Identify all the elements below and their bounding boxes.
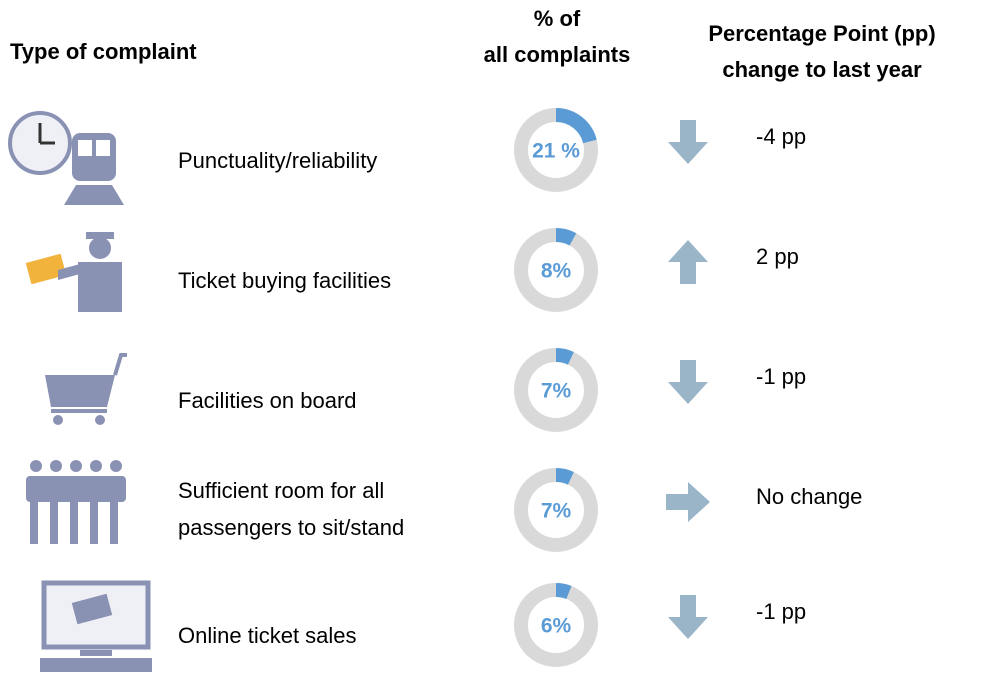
- donut-share: [514, 583, 598, 667]
- complaint-label: Ticket buying facilities: [178, 268, 391, 293]
- complaint-label: Facilities on board: [178, 388, 357, 413]
- change-label: No change: [756, 484, 862, 509]
- icon-computer: [40, 580, 152, 672]
- icon-cart: [45, 353, 127, 425]
- header-share: all complaints: [484, 42, 631, 67]
- icon-train: [8, 111, 124, 205]
- complaint-label: passengers to sit/stand: [178, 515, 404, 540]
- header-share: % of: [534, 6, 581, 31]
- header-change: Percentage Point (pp): [708, 21, 935, 46]
- share-label: 7%: [541, 380, 572, 403]
- complaint-label: Punctuality/reliability: [178, 148, 377, 173]
- share-label: 6%: [541, 615, 572, 638]
- trend-arrow: [668, 595, 708, 639]
- complaint-label: Online ticket sales: [178, 623, 357, 648]
- change-label: -1 pp: [756, 364, 806, 389]
- icons: [8, 111, 152, 672]
- header-change: change to last year: [722, 57, 922, 82]
- trend-arrow: [668, 360, 708, 404]
- icon-crowd: [26, 460, 126, 544]
- change-label: -4 pp: [756, 124, 806, 149]
- icon-ticket: [25, 232, 122, 312]
- share-label: 7%: [541, 500, 572, 523]
- complaint-label: Sufficient room for all: [178, 478, 384, 503]
- trend-arrow: [668, 120, 708, 164]
- donut-share: [514, 348, 598, 432]
- donut-share: [514, 228, 598, 312]
- trend-arrow: [666, 482, 710, 522]
- header-type: Type of complaint: [10, 39, 197, 64]
- donut-share: [514, 468, 598, 552]
- trend-arrow: [668, 240, 708, 284]
- change-label: -1 pp: [756, 599, 806, 624]
- donut-share: [514, 108, 598, 192]
- share-label: 21 %: [532, 140, 580, 163]
- change-label: 2 pp: [756, 244, 799, 269]
- share-label: 8%: [541, 260, 572, 283]
